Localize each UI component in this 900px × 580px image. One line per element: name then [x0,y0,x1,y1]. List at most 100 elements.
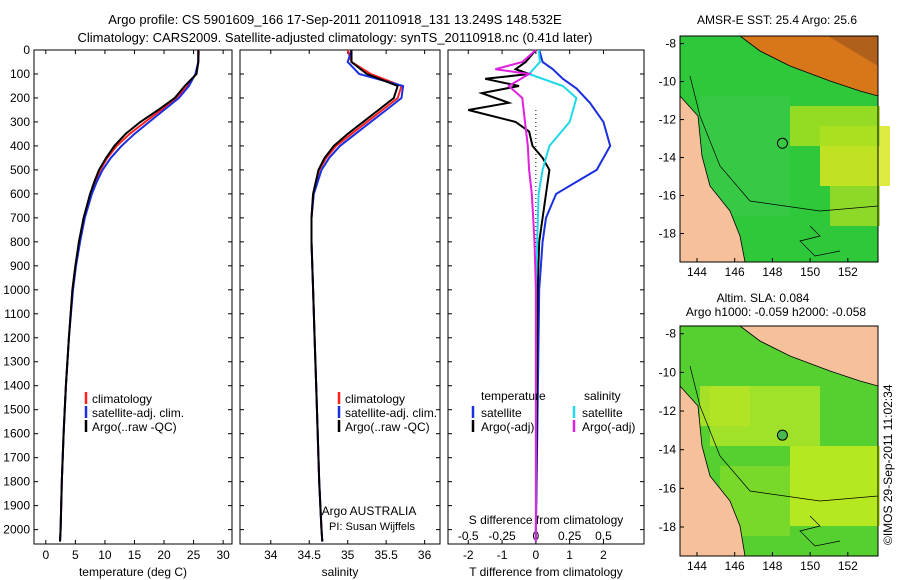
figure-title-line2: Climatology: CARS2009. Satellite-adjuste… [78,30,593,45]
x-tick-label: 5 [72,548,79,562]
depth-tick-label: 1700 [3,451,30,465]
lon-tick-label: 150 [800,265,820,279]
x-axis-label: salinity [322,565,359,579]
depth-tick-label: 900 [10,259,30,273]
lon-tick-label: 148 [762,559,782,573]
lat-tick-label: -18 [659,520,677,534]
lon-tick-label: 146 [725,265,745,279]
map-frame [679,35,879,263]
figure-title-line1: Argo profile: CS 5901609_166 17-Sep-2011… [108,12,562,27]
sla-map-title-line2: Argo h1000: -0.059 h2000: -0.058 [686,305,866,319]
bathymetry-contour [689,365,879,502]
temperature-legend: climatology satellite-adj. clim. Argo(..… [84,392,184,434]
salinity-panel: 34 34.5 35 35.5 36 salinity [239,49,441,579]
depth-tick-label: 700 [10,211,30,225]
lat-tick-label: -12 [659,113,677,127]
x2-tick-label: 0.5 [595,529,612,543]
plot-frame [239,49,441,545]
sst-map-title: AMSR-E SST: 25.4 Argo: 25.6 [697,13,857,27]
lon-tick-label: 144 [687,265,707,279]
data-patch [830,186,880,226]
series-line [310,50,399,542]
depth-tick-label: 2000 [3,523,30,537]
reef-outline [799,225,841,257]
reef-outline [799,515,841,547]
x-tick-label: 1 [566,548,573,562]
x-tick-label: -2 [463,548,474,562]
series-line [495,49,537,542]
legend-satellite: satellite-adj. clim. [345,406,437,420]
lat-tick-label: -14 [659,443,677,457]
x-tick-label: -1 [497,548,508,562]
difference-panel: -2 -1 0 1 2 T difference from climatology -0.5… [447,49,645,579]
legend-t-argo: Argo(-adj) [481,420,534,434]
lon-tick-label: 148 [762,265,782,279]
x-tick-label: 0 [533,548,540,562]
lon-tick-label: 150 [800,559,820,573]
lat-tick-label: -16 [659,481,677,495]
x-tick-label: 25 [187,548,201,562]
legend-temperature-heading: temperature [481,389,546,403]
map-frame [679,325,879,557]
depth-tick-label: 200 [10,91,30,105]
difference-legend: temperature salinity satellite Argo(-adj… [471,389,635,434]
legend-s-argo: Argo(-adj) [582,420,635,434]
salinity-legend: climatology satellite-adj. clim. Argo(..… [337,392,437,434]
series-line [468,49,551,542]
x-tick-label: 0 [42,548,49,562]
lat-tick-label: -8 [665,327,676,341]
legend-climatology: climatology [92,392,152,406]
x-tick-label: 2 [600,548,607,562]
sla-map: -8 -10 -12 -14 -16 -18 144 146 148 150 152 [659,325,880,573]
depth-tick-label: 100 [10,67,30,81]
depth-tick-label: 1600 [3,427,30,441]
data-patch [790,106,880,146]
depth-tick-label: 1200 [3,331,30,345]
bathymetry-contour [689,75,879,212]
x-tick-label: 36 [418,548,432,562]
lat-tick-label: -12 [659,404,677,418]
lat-tick-label: -18 [659,227,677,241]
x-tick-label: 35.5 [374,548,398,562]
legend-satellite: satellite-adj. clim. [92,406,184,420]
argo-pi: PI: Susan Wijffels [329,521,415,533]
argo-program: Argo AUSTRALIA [322,504,417,518]
depth-tick-label: 1500 [3,403,30,417]
data-patch [700,386,750,426]
lon-tick-label: 146 [725,559,745,573]
lat-tick-label: -16 [659,189,677,203]
depth-tick-label: 1400 [3,379,30,393]
legend-climatology: climatology [345,392,405,406]
x-tick-label: 34 [264,548,278,562]
x2-axis-label: S difference from climatology [469,513,624,527]
sst-map: -8 -10 -12 -14 -16 -18 144 146 148 150 152 [659,35,890,279]
x-tick-label: 30 [216,548,230,562]
lon-tick-label: 144 [687,559,707,573]
data-patch [790,446,880,526]
lon-tick-label: 152 [838,265,858,279]
temperature-panel: 0 5 10 15 20 25 30 temperature (deg C) [33,49,233,579]
depth-tick-label: 300 [10,115,30,129]
depth-tick-label: 1800 [3,475,30,489]
depth-tick-label: 0 [23,43,30,57]
float-position-marker [776,137,788,149]
series-line [534,49,612,542]
legend-salinity-heading: salinity [584,389,621,403]
x-tick-label: 34.5 [298,548,322,562]
depth-tick-label: 600 [10,187,30,201]
depth-tick-label: 1100 [4,307,30,321]
depth-tick-label: 500 [10,163,30,177]
depth-tick-label: 1900 [3,499,30,513]
depth-tick-label: 800 [10,235,30,249]
x-axis-label: temperature (deg C) [79,565,187,579]
legend-s-satellite: satellite [582,406,623,420]
x2-tick-label: -0.25 [488,529,516,543]
plot-frame [33,49,233,545]
x-tick-label: 15 [128,548,142,562]
lon-tick-label: 152 [838,559,858,573]
x-tick-label: 20 [157,548,171,562]
lat-tick-label: -10 [659,75,677,89]
lat-tick-label: -14 [659,151,677,165]
depth-tick-label: 400 [10,139,30,153]
